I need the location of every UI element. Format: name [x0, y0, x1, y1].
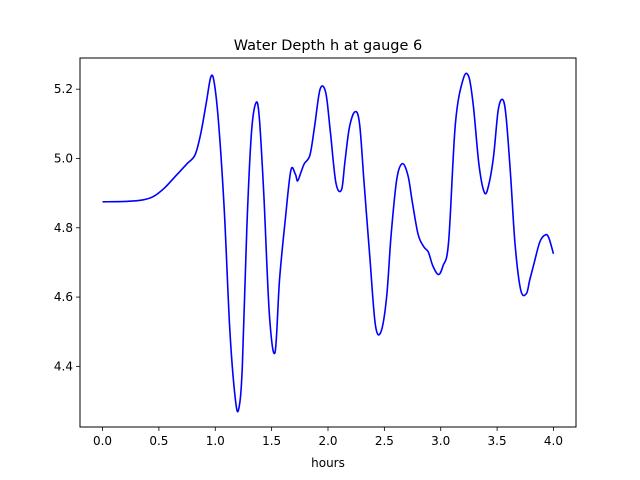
x-tick-label: 1.0	[206, 434, 225, 448]
x-tick-label: 2.0	[318, 434, 337, 448]
series-layer	[102, 72, 555, 413]
y-axis: 4.4 4.6 4.8 5.0 5.2	[54, 82, 80, 373]
y-tick-label: 5.2	[54, 82, 73, 96]
y-tick-label: 4.8	[54, 221, 73, 235]
x-tick-label: 3.5	[488, 434, 507, 448]
x-tick-label: 0.5	[149, 434, 168, 448]
x-tick-label: 0.0	[93, 434, 112, 448]
chart-title: Water Depth h at gauge 6	[234, 38, 422, 54]
y-tick-label: 4.4	[54, 359, 73, 373]
x-axis-title: hours	[311, 456, 345, 470]
x-tick-label: 3.0	[431, 434, 450, 448]
y-tick-label: 5.0	[54, 151, 73, 165]
x-tick-label: 2.5	[375, 434, 394, 448]
y-tick-label: 4.6	[54, 290, 73, 304]
x-tick-label: 1.5	[262, 434, 281, 448]
x-axis: 0.0 0.5 1.0 1.5 2.0 2.5 3.0 3.5 4.0	[93, 427, 563, 448]
series-line-0	[102, 72, 555, 413]
x-tick-label: 4.0	[544, 434, 563, 448]
